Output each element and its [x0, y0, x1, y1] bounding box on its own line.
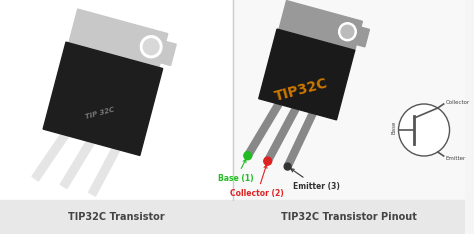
Bar: [0, 200, 465, 234]
Polygon shape: [259, 29, 355, 120]
Polygon shape: [278, 1, 363, 52]
Circle shape: [341, 25, 354, 38]
Text: TIP32C: TIP32C: [273, 76, 329, 104]
Circle shape: [140, 36, 162, 58]
Polygon shape: [60, 140, 94, 189]
Bar: [0, 0, 233, 200]
Text: Emitter (3): Emitter (3): [291, 169, 339, 190]
Polygon shape: [245, 102, 282, 157]
Circle shape: [143, 39, 159, 55]
Text: Base (1): Base (1): [219, 159, 254, 183]
Text: Emitter: Emitter: [446, 156, 466, 161]
Polygon shape: [284, 112, 316, 168]
Circle shape: [399, 104, 449, 156]
Polygon shape: [155, 40, 176, 66]
Circle shape: [244, 152, 252, 160]
Text: Base: Base: [392, 120, 397, 134]
Polygon shape: [89, 147, 119, 196]
Text: TIP32C Transistor: TIP32C Transistor: [67, 212, 164, 222]
Circle shape: [338, 23, 356, 41]
Polygon shape: [43, 42, 163, 155]
Polygon shape: [264, 107, 299, 163]
Text: TIP 32C: TIP 32C: [85, 106, 115, 120]
Polygon shape: [353, 26, 369, 47]
Text: Collector (2): Collector (2): [230, 165, 284, 198]
Circle shape: [284, 163, 291, 170]
Polygon shape: [68, 9, 168, 70]
Text: TIP32C Transistor Pinout: TIP32C Transistor Pinout: [281, 212, 416, 222]
Circle shape: [264, 157, 272, 165]
Polygon shape: [32, 133, 68, 181]
Text: Collector: Collector: [446, 99, 470, 105]
Bar: [233, 0, 465, 200]
